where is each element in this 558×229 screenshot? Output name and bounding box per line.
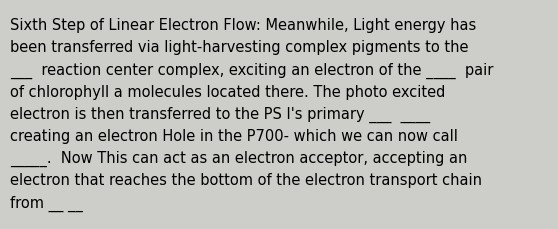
Text: creating an electron Hole in the P700- which we can now call: creating an electron Hole in the P700- w… (10, 128, 458, 143)
Text: of chlorophyll a molecules located there. The photo excited: of chlorophyll a molecules located there… (10, 84, 445, 99)
Text: been transferred via light-harvesting complex pigments to the: been transferred via light-harvesting co… (10, 40, 469, 55)
Text: Sixth Step of Linear Electron Flow: Meanwhile, Light energy has: Sixth Step of Linear Electron Flow: Mean… (10, 18, 476, 33)
Text: ___  reaction center complex, exciting an electron of the ____  pair: ___ reaction center complex, exciting an… (10, 62, 493, 78)
Text: _____.  Now This can act as an electron acceptor, accepting an: _____. Now This can act as an electron a… (10, 150, 468, 167)
Text: electron is then transferred to the PS I's primary ___  ____: electron is then transferred to the PS I… (10, 106, 430, 123)
Text: electron that reaches the bottom of the electron transport chain: electron that reaches the bottom of the … (10, 173, 482, 188)
Text: from __ __: from __ __ (10, 195, 83, 211)
